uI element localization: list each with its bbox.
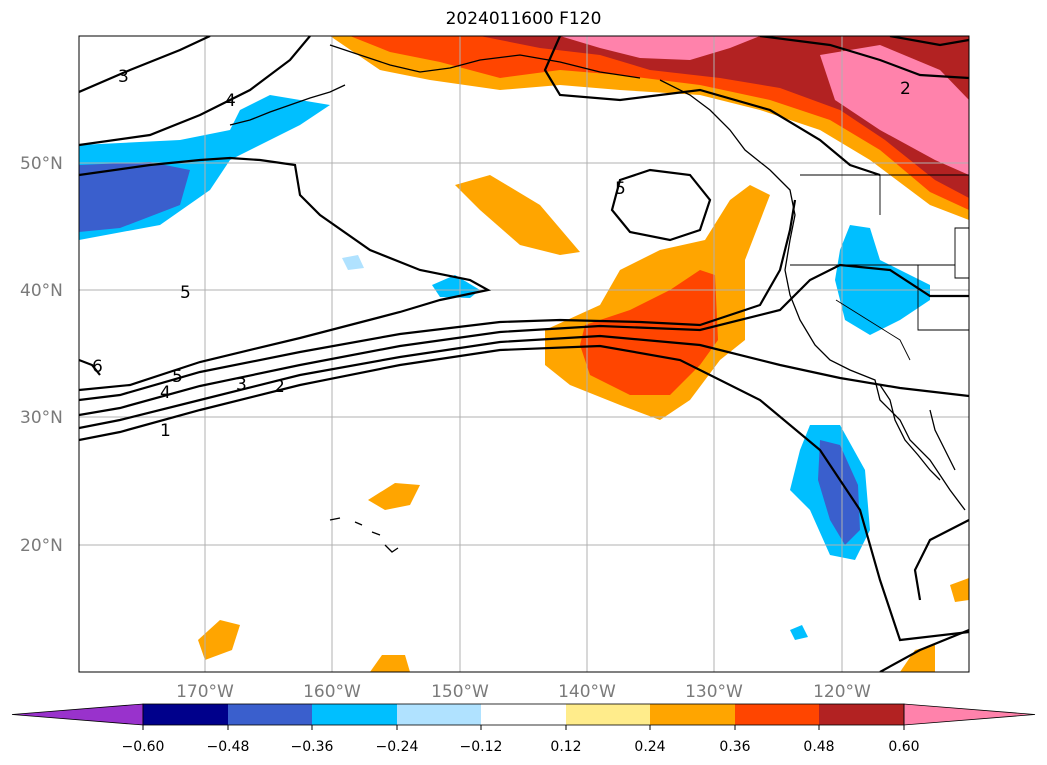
north-america-coast [659,79,966,511]
colorbar-bin [397,704,481,725]
negative-anomaly-small-1 [432,275,480,298]
contour-label: 6 [92,357,103,377]
colorbar-tick-label: 0.48 [803,739,834,755]
contour-6 [79,358,101,376]
contour-5-main [79,156,492,392]
colorbar: −0.60 −0.48 −0.36 −0.24 −0.12 0.12 0.24 … [11,703,1036,755]
positive-anomaly-bc-peak [820,45,969,175]
colorbar-tick-label: −0.12 [460,739,503,755]
negative-anomaly-small-2 [342,255,364,270]
lat-label: 40°N [20,281,63,301]
lon-label: 140°W [558,682,616,702]
negative-anomaly-west-pacific-core [79,162,190,232]
contour-2-ne [759,36,969,80]
positive-anomaly-south-3 [900,645,935,672]
contour-4 [79,199,797,402]
latitude-labels: 50°N 40°N 30°N 20°N [20,154,63,556]
colorbar-tick-label: −0.60 [122,739,165,755]
contour-label: 2 [900,79,911,99]
contour-label: 4 [160,383,171,403]
colorbar-tick-label: 0.36 [719,739,750,755]
negative-anomaly-small-3 [790,625,808,640]
colorbar-extend-left [11,703,144,726]
contour-1 [79,344,969,642]
colorbar-bin [312,704,397,725]
longitude-labels: 170°W 160°W 150°W 140°W 130°W 120°W [176,682,871,702]
colorbar-bin [566,704,650,725]
positive-anomaly-hawaii [368,483,420,510]
colorbar-tick-label: 0.24 [634,739,665,755]
positive-anomaly-central [455,175,580,255]
colorbar-bin [735,704,819,725]
alaska-coast [329,44,641,79]
map-panel [79,36,969,672]
contour-5-closed [610,168,712,242]
contour-3-north [79,36,211,94]
colorbar-bin [481,704,566,725]
positive-anomaly-south-1 [198,620,240,660]
lon-label: 120°W [813,682,871,702]
positive-anomaly-south-2 [370,655,410,672]
gridlines [79,36,969,672]
contour-label: 5 [615,179,626,199]
coastlines [229,44,966,553]
baja-peninsula [879,384,941,481]
lat-label: 20°N [20,536,63,556]
positive-anomaly-gulf-ak-peak [560,36,760,60]
contour-east-bottom [913,519,969,601]
negative-anomaly-california [835,225,930,335]
colorbar-tick-label: −0.36 [291,739,334,755]
contour-label: 3 [118,67,129,87]
mexico-coast [929,409,956,471]
contour-2-north [543,36,881,177]
contour-2 [79,334,969,430]
contour-4-north [79,36,311,147]
colorbar-bin [819,704,904,725]
contour-3-ne [889,36,969,47]
contour-label: 5 [172,367,183,387]
contour-label-group: 5 4 3 2 1 5 4 3 5 2 6 [92,67,911,441]
lon-label: 130°W [685,682,743,702]
lat-label: 50°N [20,154,63,174]
colorbar-tick-label: 0.12 [550,739,581,755]
lon-label: 170°W [176,682,234,702]
colorbar-tick-label: 0.60 [888,739,919,755]
contour-label: 4 [225,91,236,111]
positive-anomaly-east-edge [950,578,969,602]
colorbar-extend-right [903,703,1036,726]
contour-1-south [879,628,969,672]
aleutian-islands [229,84,346,126]
contour-3 [79,263,969,417]
colorbar-bin [228,704,312,725]
plot-title: 2024011600 F120 [445,9,602,29]
positive-anomaly-east-pacific-core [580,270,718,395]
colorbar-tick-label: −0.48 [207,739,250,755]
hawaii-islands [329,517,399,553]
state-borders [790,174,969,361]
negative-anomaly-baja-core [818,440,860,545]
colorbar-bin [650,704,735,725]
contour-label: 2 [274,377,285,397]
colorbar-frame [142,703,905,726]
lon-label: 150°W [431,682,489,702]
contour-label: 5 [180,283,191,303]
colorbar-bin [143,704,228,725]
lon-label: 160°W [303,682,361,702]
lat-label: 30°N [20,408,63,428]
contour-lines [79,36,969,672]
contour-label: 1 [160,421,171,441]
map-frame [78,35,970,673]
colorbar-ticks [142,725,905,730]
colorbar-tick-label: −0.24 [376,739,419,755]
contour-label: 3 [236,375,247,395]
